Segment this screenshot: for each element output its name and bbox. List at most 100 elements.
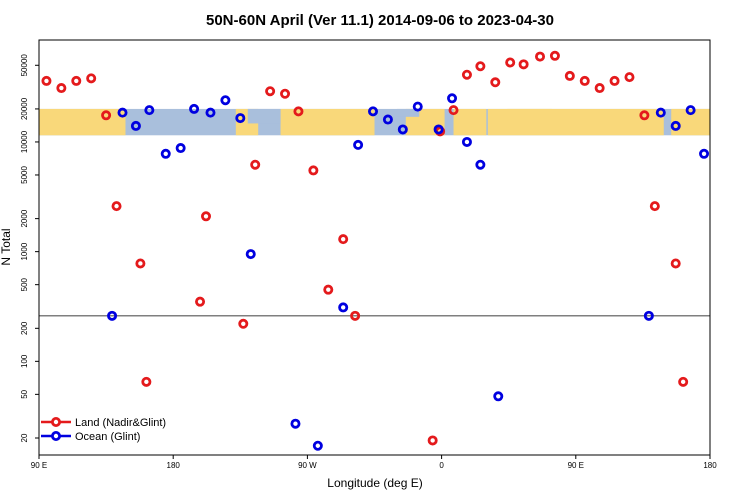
land-point — [461, 69, 472, 80]
ocean-point — [312, 440, 323, 451]
x-tick-label: 90 E — [568, 461, 584, 470]
legend-ocean-marker — [51, 430, 62, 441]
ocean-point — [235, 113, 246, 124]
land-point — [535, 51, 546, 62]
map-strip — [39, 108, 710, 136]
ocean-point — [368, 106, 379, 117]
land-point — [624, 72, 635, 83]
land-point — [111, 201, 122, 212]
land-point — [505, 57, 516, 68]
y-tick-label: 50 — [20, 389, 29, 398]
ocean-point — [447, 93, 458, 104]
land-point — [350, 310, 361, 321]
x-axis-label: Longitude (deg E) — [327, 476, 422, 490]
land-point — [490, 77, 501, 88]
ocean-point — [107, 310, 118, 321]
plot-frame — [38, 39, 711, 456]
x-tick-label: 90 W — [298, 461, 317, 470]
legend: Land (Nadir&Glint) Ocean (Glint) — [41, 416, 166, 443]
map-land — [507, 108, 552, 121]
land-point — [135, 258, 146, 269]
ocean-point — [643, 310, 654, 321]
y-tick-label: 5000 — [20, 166, 29, 184]
ocean-point — [189, 103, 200, 114]
land-point — [678, 376, 689, 387]
land-point — [141, 376, 152, 387]
y-tick-label: 2000 — [20, 209, 29, 227]
land-point — [250, 159, 261, 170]
land-point — [323, 284, 334, 295]
legend-land-label: Land (Nadir&Glint) — [75, 417, 166, 429]
land-point — [71, 75, 82, 86]
land-point — [265, 86, 276, 97]
data-points — [41, 50, 710, 451]
land-point — [293, 106, 304, 117]
y-tick-label: 50000 — [20, 54, 29, 77]
map-ocean — [247, 108, 281, 124]
ocean-point — [412, 101, 423, 112]
x-tick-label: 180 — [167, 461, 181, 470]
map-ocean — [396, 108, 420, 117]
land-point — [564, 70, 575, 81]
ocean-point — [338, 302, 349, 313]
x-tick-label: 0 — [439, 461, 444, 470]
land-point — [427, 435, 438, 446]
land-point — [41, 75, 52, 86]
ocean-point — [670, 120, 681, 131]
legend-land-marker — [51, 416, 62, 427]
map-land — [453, 108, 487, 136]
y-axis-label: N Total — [0, 228, 13, 265]
chart-title: 50N-60N April (Ver 11.1) 2014-09-06 to 2… — [206, 12, 554, 29]
ocean-point — [130, 120, 141, 131]
ocean-point — [353, 139, 364, 150]
land-point — [338, 234, 349, 245]
land-point — [448, 105, 459, 116]
y-tick-label: 200 — [20, 321, 29, 335]
ocean-point — [433, 124, 444, 135]
land-point — [594, 83, 605, 94]
y-tick-label: 1000 — [20, 242, 29, 260]
land-point — [86, 73, 97, 84]
land-point — [579, 75, 590, 86]
land-point — [308, 165, 319, 176]
ocean-point — [475, 159, 486, 170]
ocean-point — [493, 391, 504, 402]
ocean-point — [117, 107, 128, 118]
ocean-point — [461, 136, 472, 147]
ocean-point — [144, 105, 155, 116]
y-tick-label: 20 — [20, 433, 29, 442]
map-land — [39, 108, 126, 136]
ocean-point — [290, 418, 301, 429]
y-axis: 20 50 100 200 500 1000 2000 5000 10000 20000 50000 — [20, 54, 39, 442]
land-point — [639, 110, 650, 121]
land-point — [56, 83, 67, 94]
land-point — [670, 258, 681, 269]
ocean-point — [397, 124, 408, 135]
land-point — [609, 75, 620, 86]
x-axis: 90 E 180 90 W 0 90 E 180 — [31, 455, 717, 470]
ocean-point — [655, 107, 666, 118]
ocean-point — [160, 148, 171, 159]
x-tick-label: 180 — [703, 461, 717, 470]
land-point — [549, 50, 560, 61]
land-point — [280, 88, 291, 99]
ocean-point — [685, 105, 696, 116]
land-point — [101, 110, 112, 121]
y-tick-label: 500 — [20, 277, 29, 291]
land-point — [649, 201, 660, 212]
ocean-point — [205, 107, 216, 118]
land-point — [201, 211, 212, 222]
land-point — [518, 59, 529, 70]
land-point — [475, 61, 486, 72]
x-tick-label: 90 E — [31, 461, 47, 470]
ocean-point — [699, 148, 710, 159]
y-tick-label: 100 — [20, 354, 29, 368]
land-point — [238, 318, 249, 329]
legend-ocean-label: Ocean (Glint) — [75, 431, 140, 443]
ocean-point — [245, 249, 256, 260]
ocean-point — [175, 143, 186, 154]
ocean-point — [382, 114, 393, 125]
land-point — [195, 296, 206, 307]
y-tick-label: 10000 — [20, 130, 29, 153]
y-tick-label: 20000 — [20, 97, 29, 120]
